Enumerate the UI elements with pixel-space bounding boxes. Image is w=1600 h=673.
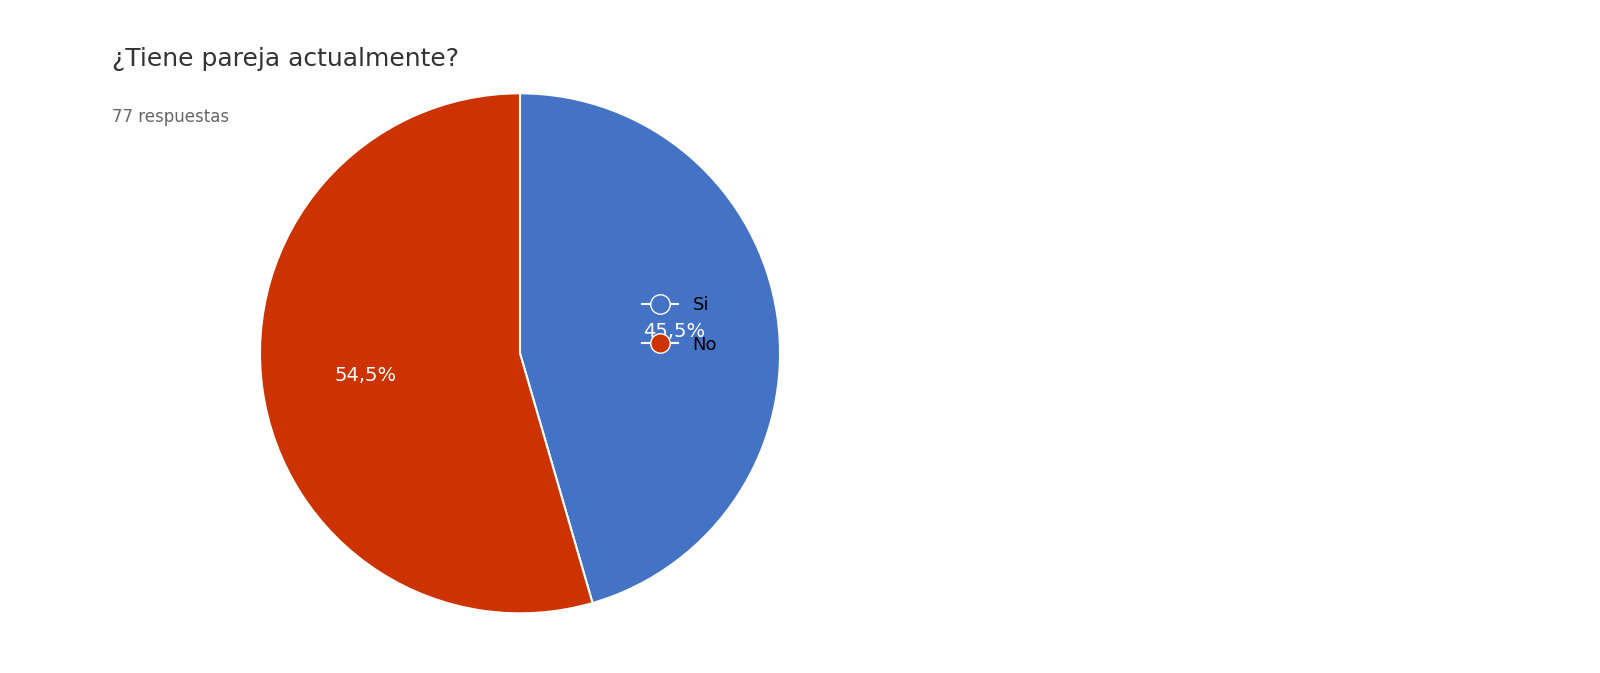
Legend: Si, No: Si, No xyxy=(635,289,725,361)
Text: 77 respuestas: 77 respuestas xyxy=(112,108,229,126)
Text: ¿Tiene pareja actualmente?: ¿Tiene pareja actualmente? xyxy=(112,47,459,71)
Wedge shape xyxy=(259,94,592,613)
Text: 45,5%: 45,5% xyxy=(643,322,706,341)
Text: 54,5%: 54,5% xyxy=(334,366,397,385)
Wedge shape xyxy=(520,94,781,603)
